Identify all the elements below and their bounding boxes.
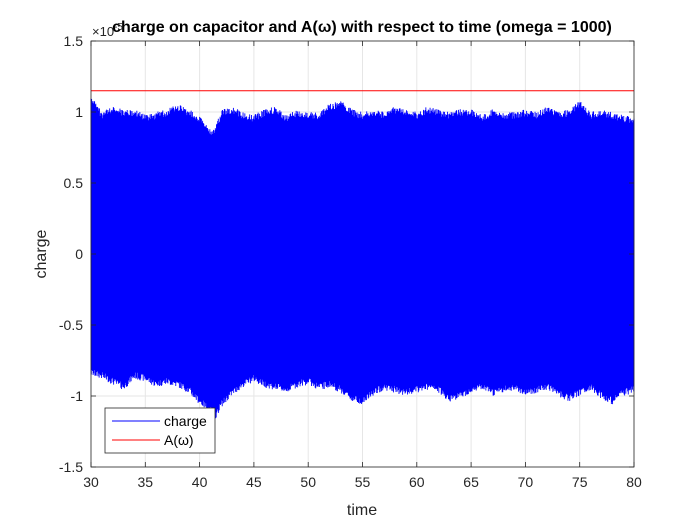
x-tick-label: 80 [626, 474, 642, 490]
y-tick-label: -1.5 [59, 459, 83, 475]
y-axis-exponent: ×10-5 [92, 22, 123, 39]
x-tick-label: 75 [572, 474, 588, 490]
x-tick-label: 30 [83, 474, 99, 490]
x-axis-label: time [347, 502, 377, 519]
legend-box [104, 407, 216, 454]
x-tick-label: 35 [138, 474, 154, 490]
y-exponent-base: ×10 [92, 24, 114, 39]
y-tick-label: 0.5 [64, 175, 84, 191]
x-tick-label: 65 [463, 474, 479, 490]
legend: charge A(ω) [104, 407, 216, 454]
y-tick-label: 1.5 [64, 33, 84, 49]
x-tick-label: 40 [192, 474, 208, 490]
x-tick-label: 50 [300, 474, 316, 490]
series-charge-line [90, 98, 635, 419]
y-tick-label: -0.5 [59, 317, 83, 333]
legend-label-charge: charge [164, 413, 207, 429]
chart-title: charge on capacitor and A(ω) with respec… [112, 19, 612, 36]
data-layer [90, 90, 635, 419]
ticks: 30 35 40 45 50 55 60 65 70 75 80 1.5 1 0.5 0 -0.5 -1 -1.5 [59, 33, 642, 490]
y-exponent-power: -5 [114, 22, 123, 33]
x-tick-label: 55 [355, 474, 371, 490]
y-tick-label: 0 [75, 246, 83, 262]
y-axis-label: charge [33, 229, 50, 278]
legend-label-amplitude: A(ω) [164, 432, 194, 448]
x-tick-label: 60 [409, 474, 425, 490]
y-tick-label: -1 [71, 388, 84, 404]
y-tick-label: 1 [75, 104, 83, 120]
x-tick-label: 45 [246, 474, 262, 490]
x-tick-label: 70 [518, 474, 534, 490]
